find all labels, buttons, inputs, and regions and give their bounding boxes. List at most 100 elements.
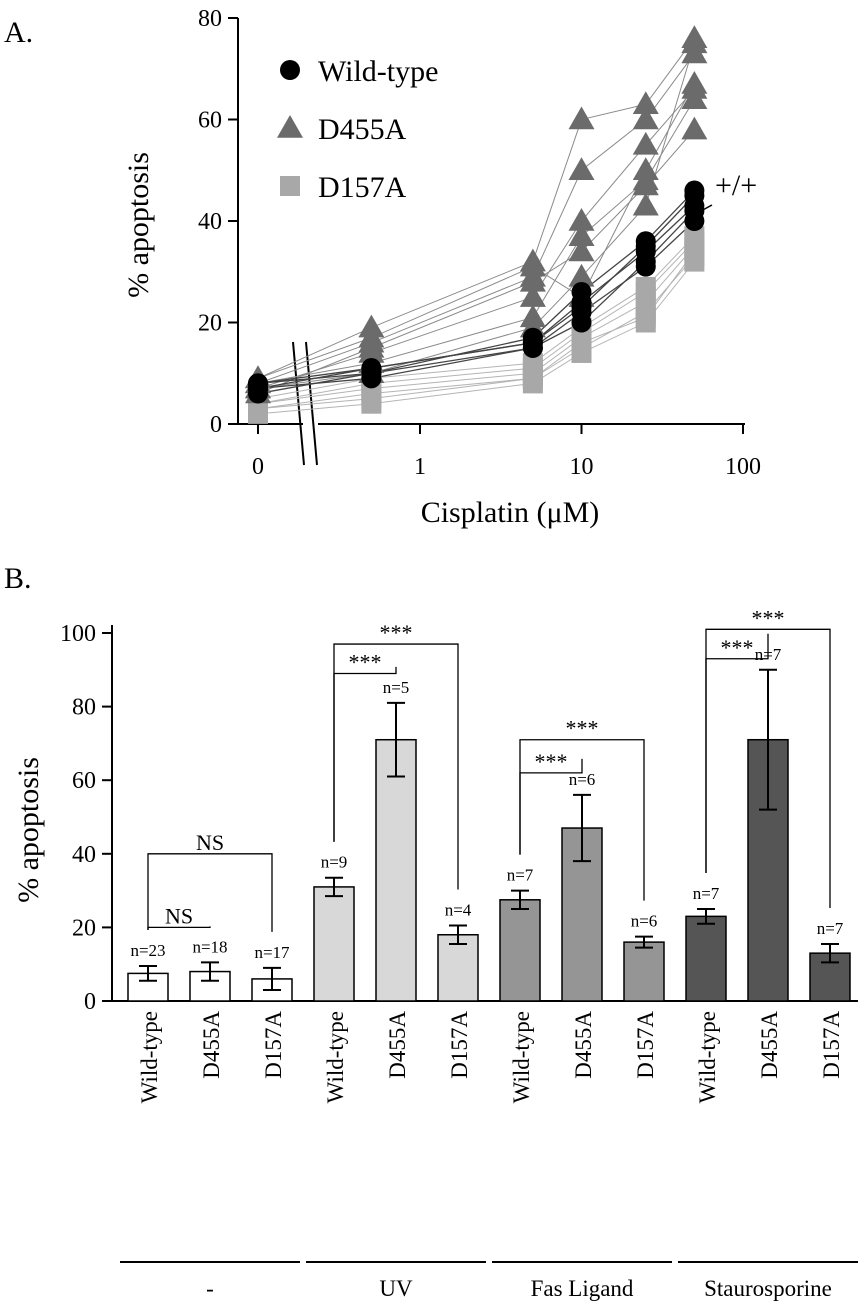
panel-a-point-triangle [568,208,595,231]
panel-b-significance-label: *** [380,620,413,645]
panel-a-point-square [635,282,656,303]
panel-b-bar [623,941,665,1002]
panel-a-series-line-circle [257,190,695,395]
panel-b-y-tick-label: 100 [60,621,96,647]
panel-b-significance-label: *** [566,716,599,741]
panel-a-series-line-triangle [257,38,695,379]
panel-b-category-label: Wild-type [323,1011,348,1103]
panel-b-significance-label: *** [535,749,568,774]
panel-a-point-triangle [632,131,659,155]
panel-b-category-label: D455A [199,1011,224,1079]
panel-b-y-tick-label: 60 [72,768,96,794]
panel-b-significance-label: NS [196,830,224,855]
panel-a-legend-label: Wild-type [318,55,438,88]
panel-b-category-label: D157A [633,1011,658,1079]
panel-b-significance-label: *** [721,635,754,660]
panel-b-group-label: - [206,1276,214,1301]
panel-a-series-line-triangle [257,83,695,379]
panel-a-axes: 0 20 40 60 80 0 1 10 100 [198,6,761,480]
panel-a-annotation: +/+ [715,169,757,202]
panel-a-point-square [522,368,543,389]
panel-a-annotation-pointer [698,204,713,213]
panel-b-y-tick-label: 80 [72,695,96,721]
panel-a-point-triangle [681,70,708,94]
panel-a-y-tick-label: 20 [198,311,222,337]
panel-a-legend-marker-circle [280,60,300,80]
panel-a-point-square [635,307,656,328]
panel-b-axes: 0 20 40 60 80 100 [60,621,858,1015]
panel-b-significance-label: *** [349,649,382,674]
panel-a-point-square [684,241,705,262]
panel-b-category-label: D157A [447,1011,472,1079]
panel-a-point-triangle [519,284,546,307]
panel-a-point-circle [684,185,705,206]
panel-b-bar [313,886,355,1002]
panel-b-category-label: D455A [757,1011,782,1079]
panel-a-x-tick-label: 1 [414,454,426,480]
panel-a-point-triangle [632,157,659,180]
panel-a-point-circle [571,297,592,318]
panel-a-point-circle [522,332,543,353]
panel-b-significance-label: NS [165,903,193,928]
panel-b-category-label: D455A [571,1011,596,1079]
panel-b-n-label: n=7 [507,866,534,885]
panel-a-point-triangle [568,157,595,180]
panel-b-category-label: Wild-type [509,1011,534,1103]
panel-a-x-tick-label: 10 [570,454,594,480]
panel-b-significance-bracket [147,853,273,932]
panel-a-point-circle [248,373,268,394]
panel-b-bar [499,899,541,1002]
panel-b-n-label: n=7 [817,919,844,938]
panel-b-n-label: n=17 [254,943,290,962]
panel-a-point-triangle [632,106,659,130]
panel-b-n-label: n=9 [321,853,348,872]
panel-a-point-circle [635,236,656,257]
panel-a: A. % apoptosis Cisplatin (μM) 0204060800… [4,6,761,529]
panel-b-category-label: D157A [819,1011,844,1079]
panel-b-n-label: n=6 [569,770,596,789]
panel-a-markers [245,25,708,424]
panel-a-x-tick-label: 100 [725,454,761,480]
panel-a-point-circle [635,251,656,272]
panel-a-point-triangle [568,263,595,287]
panel-b-bar [375,738,417,1002]
panel-a-point-triangle [568,223,595,246]
panel-a-legend-marker-triangle [277,115,303,138]
panel-a-point-circle [571,312,592,333]
panel-a-y-axis-title: % apoptosis [122,152,155,298]
panel-a-point-circle [571,282,592,303]
panel-b-y-tick-label: 0 [84,989,96,1015]
panel-a-legend: Wild-type D455A D157A [277,55,438,204]
panel-b-n-label: n=6 [631,912,658,931]
panel-a-point-circle [361,358,382,379]
panel-a-legend-marker-square [280,176,300,196]
panel-a-x-axis-title: Cisplatin (μM) [421,496,600,529]
panel-a-y-tick-label: 0 [210,412,222,438]
panel-a-point-triangle [568,106,595,130]
panel-a-series-line-triangle [257,88,695,389]
panel-a-series-line-triangle [257,98,695,384]
panel-a-point-triangle [358,324,385,348]
panel-b-bar [685,915,727,1002]
panel-b-significance-bracket [705,628,831,908]
panel-a-point-circle [684,200,705,221]
panel-a-point-triangle [519,268,546,292]
panel-b-y-tick-label: 40 [72,842,96,868]
panel-a-point-triangle [632,192,659,216]
panel-a-y-tick-label: 40 [198,209,222,235]
panel-a-point-square [361,388,382,409]
panel-b-n-label: n=4 [445,901,472,920]
panel-a-point-triangle [632,91,659,115]
panel-a-point-triangle [519,253,546,277]
panel-a-point-triangle [568,238,595,262]
panel-b-n-label: n=23 [130,941,165,960]
panel-b-significance: NS NS *** *** *** *** *** *** [147,605,831,932]
panel-b-y-tick-label: 20 [72,915,96,941]
panel-b-n-label: n=7 [693,884,720,903]
panel-b-bars: n=23 n=18 n=17n=9n=5n=4n=7n=6n=6n=7n=7n=7 [127,645,851,1002]
panel-b-letter: B. [4,562,32,595]
panel-a-point-square [571,332,592,353]
panel-a-lines [257,38,695,415]
panel-b-y-axis-title: % apoptosis [12,757,45,903]
